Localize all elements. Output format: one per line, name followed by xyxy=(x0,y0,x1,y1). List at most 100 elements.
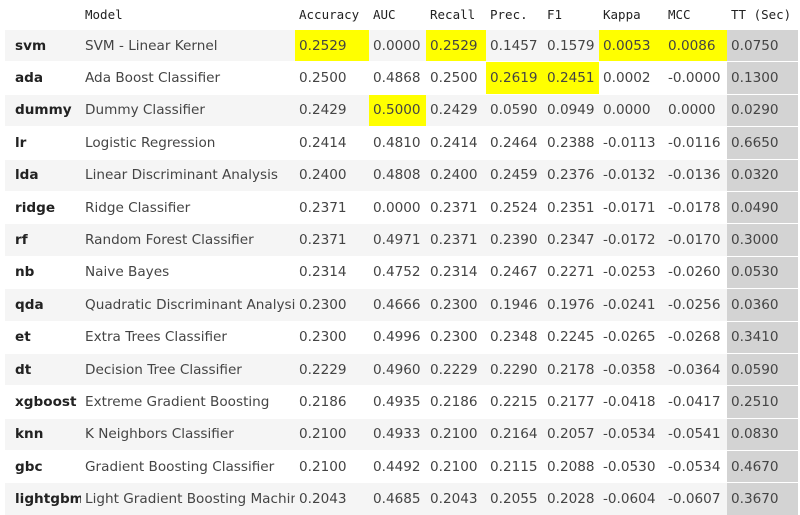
col-header-index xyxy=(5,0,81,29)
table-row: gbc Gradient Boosting Classifier 0.2100 0.4… xyxy=(5,450,798,483)
cell-model-name: Quadratic Discriminant Analysis xyxy=(81,288,295,321)
cell-model-id: xgboost xyxy=(5,385,81,418)
cell-accuracy: 0.2300 xyxy=(295,288,369,321)
cell-prec: 0.1457 xyxy=(486,29,543,62)
cell-auc: 0.4935 xyxy=(369,385,426,418)
cell-model-id: et xyxy=(5,320,81,353)
cell-model-name: Ada Boost Classifier xyxy=(81,61,295,94)
cell-tt: 0.0360 xyxy=(727,288,798,321)
cell-mcc: -0.0364 xyxy=(664,352,727,386)
cell-recall: 0.2300 xyxy=(426,320,486,353)
cell-model-name: Naive Bayes xyxy=(81,255,295,289)
cell-accuracy: 0.2429 xyxy=(295,93,369,127)
col-header-model: Model xyxy=(85,7,123,22)
cell-kappa: -0.0265 xyxy=(599,320,664,353)
cell-model-id: lightgbm xyxy=(5,482,81,515)
table-row: svm SVM - Linear Kernel 0.2529 0.0000 0.2529… xyxy=(5,29,798,62)
cell-kappa: -0.0172 xyxy=(599,223,664,256)
cell-tt: 0.4670 xyxy=(727,450,798,483)
cell-model-id: dummy xyxy=(5,93,81,127)
cell-model-id: dt xyxy=(5,352,81,386)
cell-f1: 0.2057 xyxy=(543,417,599,451)
cell-auc: 0.4808 xyxy=(369,158,426,191)
cell-tt: 0.0530 xyxy=(727,255,798,289)
cell-auc: 0.4868 xyxy=(369,61,426,94)
table-row: dummy Dummy Classifier 0.2429 0.5000 0.2429 0… xyxy=(5,93,798,127)
cell-auc: 0.4933 xyxy=(369,417,426,451)
cell-tt: 0.0590 xyxy=(727,352,798,386)
cell-prec: 0.2348 xyxy=(486,320,543,353)
cell-model-name: Random Forest Classifier xyxy=(81,223,295,256)
cell-auc: 0.4996 xyxy=(369,320,426,353)
cell-model-name: Light Gradient Boosting Machine xyxy=(81,482,295,515)
cell-auc: 0.4666 xyxy=(369,288,426,321)
table-body: svm SVM - Linear Kernel 0.2529 0.0000 0.2529… xyxy=(5,29,798,515)
cell-f1: 0.2245 xyxy=(543,320,599,353)
cell-f1: 0.1579 xyxy=(543,29,599,62)
cell-kappa: -0.0358 xyxy=(599,352,664,386)
cell-tt: 0.0830 xyxy=(727,417,798,451)
cell-model-name: Dummy Classifier xyxy=(81,93,295,127)
cell-model-name: Extra Trees Classifier xyxy=(81,320,295,353)
table-row: lightgbm Light Gradient Boosting Machine 0… xyxy=(5,482,798,515)
cell-recall: 0.2043 xyxy=(426,482,486,515)
cell-mcc: -0.0170 xyxy=(664,223,727,256)
cell-auc: 0.4960 xyxy=(369,352,426,386)
cell-kappa: -0.0241 xyxy=(599,288,664,321)
cell-accuracy: 0.2043 xyxy=(295,482,369,515)
cell-prec: 0.2164 xyxy=(486,417,543,451)
cell-model-name: Ridge Classifier xyxy=(81,190,295,224)
cell-f1: 0.1976 xyxy=(543,288,599,321)
cell-recall: 0.2414 xyxy=(426,126,486,159)
cell-auc: 0.4752 xyxy=(369,255,426,289)
table-row: ridge Ridge Classifier 0.2371 0.0000 0.2371 0… xyxy=(5,190,798,224)
cell-tt: 0.1300 xyxy=(727,61,798,94)
col-header-accuracy: Accuracy xyxy=(299,7,360,22)
cell-model-id: ada xyxy=(5,61,81,94)
col-header-f1: F1 xyxy=(547,7,563,22)
cell-accuracy: 0.2186 xyxy=(295,385,369,418)
cell-recall: 0.2529 xyxy=(426,29,486,62)
model-comparison-table: Model Accuracy AUC Recall Prec. F1 Kappa… xyxy=(5,0,798,515)
cell-recall: 0.2300 xyxy=(426,288,486,321)
cell-mcc: -0.0541 xyxy=(664,417,727,451)
cell-f1: 0.2388 xyxy=(543,126,599,159)
cell-mcc: -0.0116 xyxy=(664,126,727,159)
cell-f1: 0.0949 xyxy=(543,93,599,127)
cell-f1: 0.2376 xyxy=(543,158,599,191)
col-header-auc: AUC xyxy=(373,7,396,22)
cell-auc: 0.4685 xyxy=(369,482,426,515)
table-row: rf Random Forest Classifier 0.2371 0.4971 0.… xyxy=(5,223,798,256)
table-row: lda Linear Discriminant Analysis 0.2400 0.4… xyxy=(5,158,798,191)
header-row: Model Accuracy AUC Recall Prec. F1 Kappa… xyxy=(5,0,798,29)
cell-prec: 0.2467 xyxy=(486,255,543,289)
cell-mcc: -0.0000 xyxy=(664,61,727,94)
cell-mcc: -0.0607 xyxy=(664,482,727,515)
cell-accuracy: 0.2414 xyxy=(295,126,369,159)
cell-mcc: -0.0256 xyxy=(664,288,727,321)
cell-kappa: 0.0053 xyxy=(599,29,664,62)
cell-auc: 0.0000 xyxy=(369,190,426,224)
cell-recall: 0.2100 xyxy=(426,450,486,483)
cell-model-name: Logistic Regression xyxy=(81,126,295,159)
table-row: nb Naive Bayes 0.2314 0.4752 0.2314 0.2467 0.2… xyxy=(5,255,798,289)
cell-mcc: -0.0178 xyxy=(664,190,727,224)
cell-recall: 0.2500 xyxy=(426,61,486,94)
cell-auc: 0.4492 xyxy=(369,450,426,483)
cell-prec: 0.2524 xyxy=(486,190,543,224)
cell-kappa: 0.0000 xyxy=(599,93,664,127)
cell-model-name: Linear Discriminant Analysis xyxy=(81,158,295,191)
cell-model-name: Gradient Boosting Classifier xyxy=(81,450,295,483)
col-header-prec: Prec. xyxy=(490,7,528,22)
cell-recall: 0.2371 xyxy=(426,190,486,224)
table-row: ada Ada Boost Classifier 0.2500 0.4868 0.250… xyxy=(5,61,798,94)
cell-auc: 0.0000 xyxy=(369,29,426,62)
table-row: dt Decision Tree Classifier 0.2229 0.4960 0.… xyxy=(5,352,798,386)
cell-accuracy: 0.2100 xyxy=(295,417,369,451)
cell-model-id: ridge xyxy=(5,190,81,224)
cell-accuracy: 0.2500 xyxy=(295,61,369,94)
cell-tt: 0.6650 xyxy=(727,126,798,159)
cell-kappa: 0.0002 xyxy=(599,61,664,94)
cell-tt: 0.0320 xyxy=(727,158,798,191)
cell-model-name: Extreme Gradient Boosting xyxy=(81,385,295,418)
